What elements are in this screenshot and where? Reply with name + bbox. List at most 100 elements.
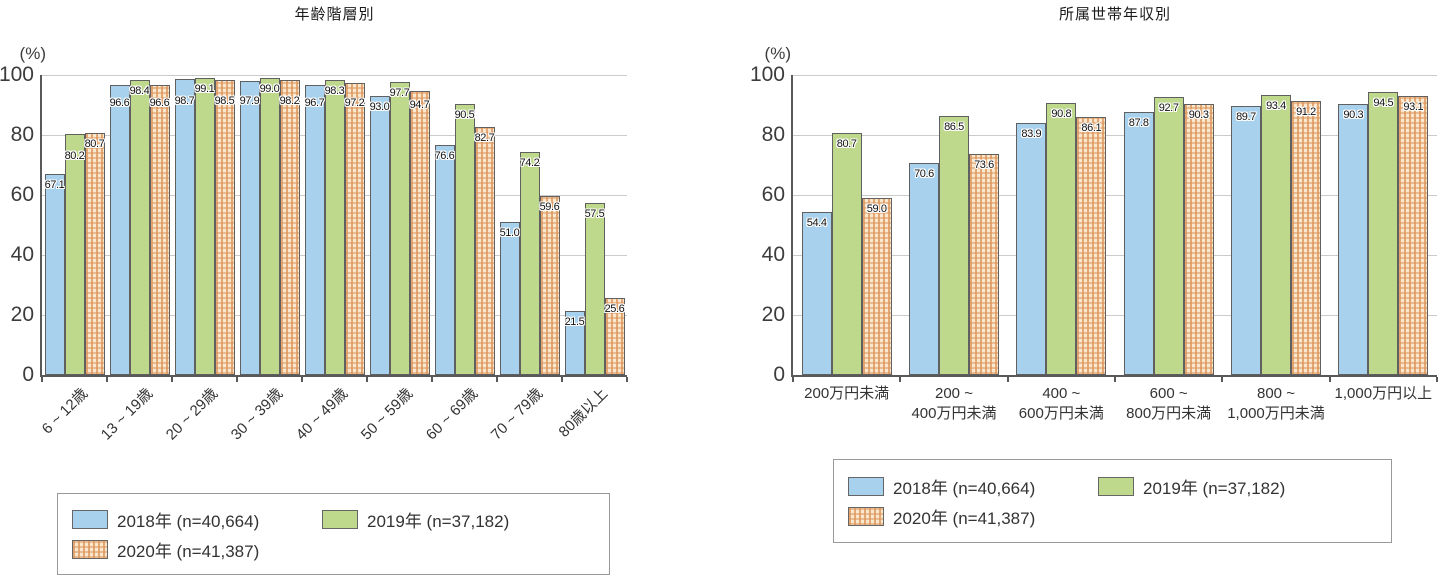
x-axis-tick: [236, 377, 238, 382]
x-axis-tick: [171, 377, 173, 382]
bar-2019年-60 ~ 69歳: [454, 103, 475, 375]
bar-value-label: 25.6: [604, 303, 625, 316]
bar-2019年-70 ~ 79歳: [519, 152, 540, 375]
bar-2020年-80歳以上: [604, 298, 625, 375]
bar-2020年-1,000万円以上: [1398, 95, 1429, 375]
x-category-label: 400 ~ 600万円未満: [1018, 385, 1104, 422]
bar-2019年-40 ~ 49歳: [324, 80, 345, 375]
bar-2018年-50 ~ 59歳: [369, 96, 390, 375]
bar-2020年-200万円未満: [861, 198, 892, 375]
y-axis-line: [791, 75, 793, 377]
x-axis-tick: [899, 377, 902, 382]
bar-2020年-70 ~ 79歳: [539, 196, 560, 375]
bar-value-label: 51.0: [499, 227, 520, 239]
bar-value-label: 80.7: [84, 137, 105, 150]
bar-value-label: 92.7: [1158, 101, 1179, 114]
y-tick-label-20: 20: [10, 303, 34, 326]
bar-value-label: 54.4: [806, 216, 827, 229]
bar-value-label: 21.5: [564, 315, 585, 328]
y-axis-unit-label: (%): [19, 44, 46, 63]
bar-value-label: 83.9: [1021, 128, 1042, 141]
bar-2020年-40 ~ 49歳: [344, 83, 365, 375]
bar-value-label: 89.7: [1236, 110, 1256, 123]
bar-2018年-200万円未満: [801, 211, 832, 375]
bar-value-label: 59.6: [539, 201, 560, 214]
bar-2020年-6 ~ 12歳: [84, 132, 105, 375]
bar-value-label: 93.0: [369, 101, 390, 113]
bar-2019年-1,000万円以上: [1368, 91, 1399, 375]
x-axis-tick: [366, 377, 368, 382]
bar-2019年-80歳以上: [584, 202, 605, 375]
bar-2019年-200 ~ 400万円未満: [939, 115, 969, 375]
bar-value-label: 98.4: [129, 84, 150, 97]
bar-2020年-20 ~ 29歳: [214, 79, 235, 375]
bar-value-label: 86.5: [944, 120, 964, 133]
bar-value-label: 96.6: [109, 96, 130, 109]
legend-item-2019: 2019年 (n=37,182): [322, 507, 595, 532]
y-tick-label-100: 100: [0, 63, 34, 86]
x-axis-tick: [431, 377, 433, 382]
bar-2019年-30 ~ 39歳: [259, 78, 280, 375]
bar-value-label: 87.8: [1128, 116, 1149, 129]
y-tick-label-40: 40: [10, 243, 34, 266]
x-axis-tick: [1006, 377, 1009, 382]
bar-value-label: 90.3: [1343, 109, 1364, 122]
bar-2018年-80歳以上: [564, 310, 585, 375]
bar-value-label: 74.2: [519, 157, 540, 170]
x-axis-tick: [626, 377, 628, 382]
y-axis-unit-label: (%): [764, 44, 791, 63]
bar-value-label: 96.7: [304, 97, 325, 110]
legend-swatch-2019: [1098, 476, 1134, 496]
legend-swatch-2020: [848, 506, 884, 526]
legend-swatch-2020: [72, 539, 108, 559]
bar-2018年-40 ~ 49歳: [304, 84, 325, 375]
legend-item-2020: 2020年 (n=41,387): [72, 537, 322, 562]
bar-2018年-30 ~ 39歳: [239, 81, 260, 375]
bar-2020年-200 ~ 400万円未満: [969, 154, 999, 375]
bar-2018年-60 ~ 69歳: [434, 145, 455, 375]
x-category-label: 200 ~ 400万円未満: [911, 385, 997, 422]
legend-label-2019: 2019年 (n=37,182): [1143, 478, 1286, 498]
x-category-label: 800 ~ 1,000万円未満: [1227, 385, 1325, 422]
bar-2018年-200 ~ 400万円未満: [909, 163, 939, 375]
bar-value-label: 93.4: [1266, 99, 1286, 112]
y-tick-label-80: 80: [761, 123, 785, 146]
legend-item-2019: 2019年 (n=37,182): [1098, 474, 1377, 499]
bar-value-label: 93.1: [1403, 100, 1424, 113]
legend-item-2018: 2018年 (n=40,664): [72, 507, 322, 532]
y-tick-label-80: 80: [10, 123, 34, 146]
gridline-20: [793, 315, 1437, 316]
bar-value-label: 67.1: [44, 178, 65, 191]
bar-2020年-30 ~ 39歳: [279, 80, 300, 375]
bar-value-label: 98.7: [174, 94, 195, 107]
bar-2019年-13 ~ 19歳: [129, 79, 150, 375]
bar-value-label: 98.2: [279, 95, 300, 107]
bar-2020年-400 ~ 600万円未満: [1076, 116, 1107, 375]
x-axis-tick: [1436, 377, 1438, 382]
x-axis-tick: [106, 377, 108, 382]
legend-swatch-2018: [72, 509, 108, 529]
bar-value-label: 80.2: [64, 149, 85, 162]
x-axis-tick: [792, 377, 794, 382]
bar-2020年-13 ~ 19歳: [149, 85, 170, 375]
bar-value-label: 73.6: [974, 159, 994, 172]
bar-2018年-400 ~ 600万円未満: [1016, 123, 1047, 375]
chart-title: 年齢階層別: [294, 6, 375, 23]
legend-item-2020: 2020年 (n=41,387): [848, 504, 1098, 529]
bar-2020年-600 ~ 800万円未満: [1183, 104, 1214, 375]
legend-label-2018: 2018年 (n=40,664): [117, 511, 260, 531]
bar-value-label: 97.7: [389, 86, 410, 99]
legend-swatch-2019: [322, 509, 358, 529]
x-axis-tick: [1221, 377, 1224, 382]
bar-value-label: 98.3: [324, 85, 345, 98]
bar-2019年-200万円未満: [831, 132, 862, 375]
bar-value-label: 80.7: [836, 137, 857, 150]
bar-2019年-400 ~ 600万円未満: [1046, 102, 1077, 375]
bar-value-label: 97.9: [239, 95, 260, 107]
bar-value-label: 98.5: [214, 94, 235, 107]
bar-2018年-70 ~ 79歳: [499, 222, 520, 375]
gridline-80: [793, 135, 1437, 136]
bar-value-label: 99.1: [194, 82, 215, 95]
